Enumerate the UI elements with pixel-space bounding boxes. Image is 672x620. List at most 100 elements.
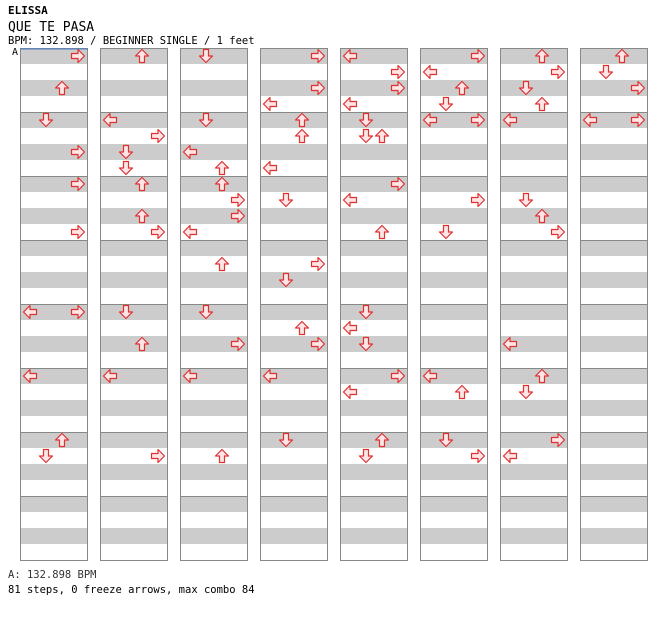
chart-column [420, 48, 488, 561]
column-border [100, 48, 168, 561]
beat-stripe [260, 48, 328, 64]
beat-stripe [580, 80, 648, 96]
bpm-marker-label: A [12, 47, 19, 58]
beat-stripe [180, 48, 248, 64]
beat-stripe [20, 496, 88, 512]
beat-stripe [500, 80, 568, 96]
beat-stripe [580, 272, 648, 288]
beat-stripe [340, 368, 408, 384]
beat-stripe [420, 112, 488, 128]
beat-stripe [340, 80, 408, 96]
beat-stripe [20, 304, 88, 320]
beat-stripe [20, 112, 88, 128]
beat-stripe [340, 528, 408, 544]
beat-stripe [420, 144, 488, 160]
beat-stripe [500, 464, 568, 480]
beat-stripe [500, 240, 568, 256]
beat-stripe [340, 176, 408, 192]
beat-stripe [500, 304, 568, 320]
beat-stripe [500, 208, 568, 224]
column-border [260, 48, 328, 561]
beat-stripe [580, 528, 648, 544]
beat-stripe [260, 80, 328, 96]
beat-stripe [500, 368, 568, 384]
beat-stripe [420, 208, 488, 224]
beat-stripe [340, 400, 408, 416]
beat-stripe [500, 272, 568, 288]
chart-column [340, 48, 408, 561]
beat-stripe [100, 464, 168, 480]
beat-stripe [580, 464, 648, 480]
beat-stripe [580, 368, 648, 384]
beat-stripe [180, 496, 248, 512]
beat-stripe [260, 304, 328, 320]
beat-stripe [180, 368, 248, 384]
beat-stripe [100, 144, 168, 160]
beat-stripe [180, 464, 248, 480]
beat-stripe [420, 80, 488, 96]
beat-stripe [500, 176, 568, 192]
beat-stripe [340, 240, 408, 256]
beat-stripe [260, 208, 328, 224]
beat-stripe [420, 240, 488, 256]
beat-stripe [100, 304, 168, 320]
beat-stripe [260, 176, 328, 192]
beat-stripe [260, 528, 328, 544]
beat-stripe [180, 240, 248, 256]
beat-stripe [500, 496, 568, 512]
beat-stripe [180, 528, 248, 544]
beat-stripe [340, 272, 408, 288]
chart-column [580, 48, 648, 561]
beat-stripe [420, 272, 488, 288]
beat-stripe [100, 400, 168, 416]
beat-stripe [20, 528, 88, 544]
beat-stripe [100, 48, 168, 64]
beat-stripe [180, 112, 248, 128]
beat-stripe [580, 176, 648, 192]
song-title: QUE TE PASA [8, 20, 95, 35]
beat-stripe [260, 464, 328, 480]
beat-stripe [260, 144, 328, 160]
beat-stripe [180, 400, 248, 416]
chart-column [500, 48, 568, 561]
beat-stripe [500, 336, 568, 352]
beat-stripe [20, 80, 88, 96]
beat-stripe [180, 80, 248, 96]
beat-stripe [100, 176, 168, 192]
beat-stripe [340, 208, 408, 224]
beat-stripe [180, 176, 248, 192]
beat-stripe [20, 464, 88, 480]
beat-stripe [340, 112, 408, 128]
beat-stripe [100, 240, 168, 256]
beat-stripe [100, 432, 168, 448]
beat-stripe [420, 496, 488, 512]
column-border [340, 48, 408, 561]
beat-stripe [20, 176, 88, 192]
beat-stripe [260, 272, 328, 288]
beat-stripe [20, 208, 88, 224]
beat-stripe [100, 272, 168, 288]
beat-stripe [20, 48, 88, 64]
beat-stripe [340, 304, 408, 320]
step-summary: 81 steps, 0 freeze arrows, max combo 84 [8, 584, 255, 596]
chart-column [260, 48, 328, 561]
chart-column [180, 48, 248, 561]
beat-stripe [420, 176, 488, 192]
beat-stripe [20, 144, 88, 160]
beat-stripe [260, 432, 328, 448]
beat-stripe [580, 400, 648, 416]
beat-stripe [260, 368, 328, 384]
beat-stripe [420, 336, 488, 352]
beat-stripe [20, 240, 88, 256]
beat-stripe [500, 528, 568, 544]
column-border [580, 48, 648, 561]
beat-stripe [100, 208, 168, 224]
beat-stripe [420, 464, 488, 480]
beat-stripe [340, 48, 408, 64]
beat-stripe [340, 432, 408, 448]
beat-stripe [100, 112, 168, 128]
beat-stripe [340, 144, 408, 160]
beat-stripe [340, 496, 408, 512]
beat-stripe [580, 240, 648, 256]
